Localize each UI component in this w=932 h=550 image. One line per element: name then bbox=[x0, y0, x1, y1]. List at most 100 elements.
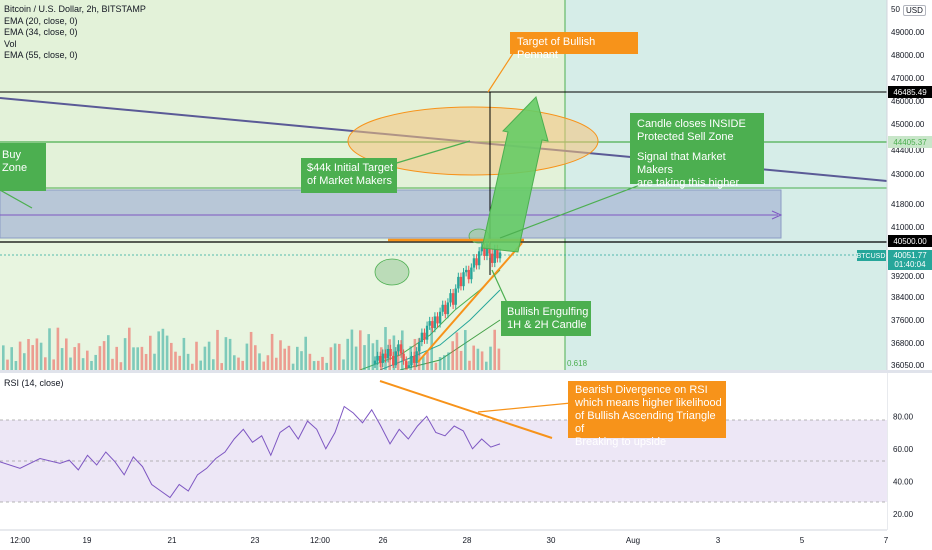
volume-bar bbox=[275, 357, 278, 370]
volume-bar bbox=[119, 362, 123, 370]
divergence-callout: Bearish Divergence on RSI which means hi… bbox=[568, 381, 726, 448]
candle-body bbox=[420, 332, 424, 342]
time-tick-label: 30 bbox=[547, 536, 556, 545]
last-price-label: 40051.77 bbox=[893, 251, 927, 260]
sell-zone-line-2: Protected Sell Zone bbox=[637, 131, 734, 143]
volume-bar bbox=[304, 336, 307, 370]
volume-bar bbox=[254, 345, 257, 370]
candle-body bbox=[485, 244, 489, 256]
price-axis-bg[interactable] bbox=[887, 0, 932, 370]
candle-body bbox=[405, 360, 408, 368]
volume-bar bbox=[203, 346, 207, 370]
engulfing-pointer bbox=[491, 269, 509, 306]
volume-bar bbox=[14, 361, 18, 370]
volume-bar bbox=[98, 346, 102, 370]
volume-bar bbox=[434, 362, 438, 370]
consolidation-ellipse-1 bbox=[374, 258, 410, 286]
volume-bars bbox=[2, 327, 501, 370]
volume-bar bbox=[296, 346, 299, 370]
time-tick-label: 12:00 bbox=[10, 536, 31, 545]
volume-bar bbox=[212, 359, 215, 370]
currency-badge[interactable]: USD bbox=[903, 5, 926, 16]
volume-bar bbox=[472, 345, 475, 370]
volume-bar bbox=[249, 331, 253, 370]
volume-bar bbox=[312, 361, 316, 370]
volume-bar bbox=[6, 359, 9, 370]
volume-bar bbox=[350, 329, 354, 370]
volume-bar bbox=[81, 358, 85, 370]
volume-bar bbox=[18, 341, 22, 370]
candle-body bbox=[386, 348, 390, 359]
volume-bar bbox=[216, 329, 219, 370]
divergence-pointer bbox=[477, 402, 572, 413]
volume-bar bbox=[31, 345, 34, 370]
candle-body bbox=[457, 276, 460, 289]
rsi-divergence-line bbox=[379, 380, 553, 439]
volume-bar bbox=[413, 338, 417, 370]
candle-body bbox=[423, 332, 426, 340]
volume-bar bbox=[52, 359, 55, 370]
volume-bar bbox=[111, 358, 114, 370]
rsi-line bbox=[0, 405, 501, 499]
volume-bar bbox=[56, 327, 60, 370]
volume-bar bbox=[338, 343, 341, 370]
initial-target-line-2: of Market Makers bbox=[307, 175, 392, 187]
volume-bar bbox=[94, 354, 97, 370]
candle-body bbox=[438, 311, 442, 324]
price-tick-label: 47000.00 bbox=[891, 74, 925, 83]
price-tick-label: 49000.00 bbox=[891, 28, 925, 37]
volume-bar bbox=[178, 355, 181, 370]
candle-body bbox=[376, 355, 379, 361]
candle-body bbox=[384, 353, 387, 359]
price-tick-label: 41000.00 bbox=[891, 223, 925, 232]
volume-bar bbox=[497, 348, 501, 370]
volume-bar bbox=[69, 357, 72, 370]
volume-bar bbox=[489, 346, 492, 370]
rsi-tick-label: 80.00 bbox=[893, 412, 914, 421]
volume-bar bbox=[384, 327, 387, 370]
support-line-badge bbox=[888, 235, 932, 247]
mid-line-badge bbox=[888, 136, 932, 148]
volume-bar bbox=[291, 363, 295, 370]
volume-bar bbox=[153, 353, 156, 370]
volume-bar bbox=[426, 352, 429, 370]
price-tick-label: 39200.00 bbox=[891, 272, 925, 281]
time-tick-label: 12:00 bbox=[310, 536, 331, 545]
candle-body bbox=[392, 355, 395, 366]
time-tick-label: 21 bbox=[168, 536, 177, 545]
volume-bar bbox=[245, 343, 249, 370]
candle-body bbox=[464, 269, 468, 273]
volume-bar bbox=[354, 346, 358, 370]
sell-zone-callout: Candle closes INSIDE Protected Sell Zone… bbox=[630, 113, 764, 189]
legend-ema34[interactable]: EMA (34, close, 0) bbox=[4, 27, 78, 37]
volume-bar bbox=[86, 350, 89, 370]
volume-bar bbox=[73, 347, 76, 370]
price-tick-label: 44400.00 bbox=[891, 146, 925, 155]
candle-body bbox=[389, 348, 392, 356]
volume-bar bbox=[140, 346, 144, 370]
volume-bar bbox=[107, 335, 110, 370]
candle-body bbox=[397, 344, 400, 352]
candle-body bbox=[412, 355, 416, 363]
volume-bar bbox=[371, 343, 375, 370]
legend-ema55[interactable]: EMA (55, close, 0) bbox=[4, 50, 78, 60]
rsi-axis-ticks: 80.00 60.00 40.00 20.00 bbox=[893, 412, 914, 519]
divergence-line-1: Bearish Divergence on RSI bbox=[575, 384, 708, 396]
time-axis-bg[interactable] bbox=[0, 530, 932, 550]
price-tick-label: 36800.00 bbox=[891, 339, 925, 348]
engulfing-callout: Bullish Engulfing 1H & 2H Candle bbox=[501, 301, 591, 336]
rsi-title[interactable]: RSI (14, close) bbox=[4, 378, 64, 388]
high-line-badge bbox=[888, 86, 932, 98]
initial-target-line-1: $44k Initial Target bbox=[307, 162, 394, 174]
time-tick-label: 26 bbox=[379, 536, 388, 545]
legend-vol[interactable]: Vol bbox=[4, 38, 17, 49]
candle-body bbox=[459, 276, 463, 287]
price-tick-label: 50 bbox=[891, 5, 900, 14]
candle-body bbox=[490, 253, 494, 263]
price-tick-label: 48000.00 bbox=[891, 51, 925, 60]
legend-ema20[interactable]: EMA (20, close, 0) bbox=[4, 15, 78, 26]
bullish-arrow bbox=[481, 96, 549, 253]
volume-bar bbox=[144, 353, 148, 370]
panel-divider bbox=[0, 370, 932, 373]
